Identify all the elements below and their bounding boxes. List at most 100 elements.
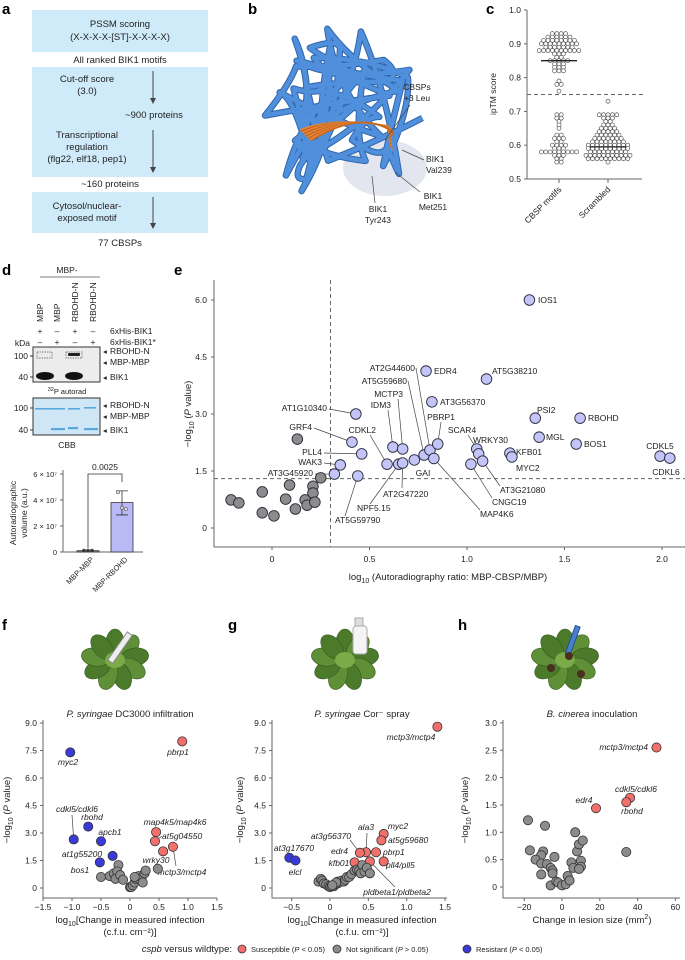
iptm-point [567,38,573,43]
x-tick-label: 1.5 [559,554,571,564]
significant-protein-point [428,452,440,465]
iptm-point [599,132,604,138]
point-label: PBRP1 [427,412,455,422]
iptm-point [612,125,617,131]
label-leader [387,409,394,448]
volcano-botrytis: 0 0.5 1.0 1.5 2.0 2.5 3.0 −20 0 20 40 60 B. cinerea … [460,709,680,926]
mutant-label: rbohd [621,806,643,816]
significant-protein-point [387,441,399,453]
iptm-point [545,38,551,43]
point-label: AT5G59680 [362,376,407,386]
point-label: AT1G10340 [282,403,327,413]
axis [213,280,685,548]
x-tick-label: 0.5 [364,554,376,564]
flow-box-localization [32,192,208,233]
plant-icon [531,624,599,690]
mutant-point-susceptible [432,721,443,732]
x-tick-label: 0 [270,554,275,564]
mutant-label: apcb1 [98,827,121,837]
mutant-label: myc2 [58,757,79,767]
iptm-point [561,68,566,74]
x-tick-label: 0 [128,902,133,912]
y-axis-label: −log10 (P value) [235,777,248,844]
mutant-point-ns [96,872,107,883]
iptm-point [596,112,602,118]
iptm-point [563,142,568,148]
mutant-label: at3g17670 [274,843,314,853]
cbsp-peptide-strand [310,121,395,142]
x-tick-label: 2.0 [656,554,668,564]
iptm-point [585,156,591,162]
iptm-point [610,136,615,141]
structure-label: Tyr243 [365,215,391,225]
panel-letter-a: a [2,1,11,18]
y-axis-label: −log10 (P value) [183,381,196,448]
mutant-label: pbrp1 [382,847,405,857]
band-label: RBOHD-N [110,400,150,410]
iptm-point [627,152,633,158]
replicate-point [124,507,128,512]
iptm-point [554,132,560,138]
label-leader [415,367,431,451]
point-label: PLL4 [302,447,322,457]
mutant-point-ns [536,869,547,880]
mutant-point-resistant [68,834,79,845]
lane-sign: – [38,337,43,347]
iptm-point [576,48,582,53]
spray-nozzle-icon [354,617,364,627]
band-pointer: ◂ [103,347,107,356]
y-tick-label: 6 × 10⁷ [33,470,57,479]
mutant-point-susceptible [371,847,382,858]
iptm-point [554,142,560,148]
iptm-score-plot: ipTM score 0.5 0.6 0.7 0.8 0.9 1.0 CBSP motifs… [488,5,645,225]
band-pointer: ◂ [103,412,107,421]
label-leader [470,463,493,499]
significant-protein-point [381,458,393,470]
point-label: AT5G38210 [492,366,537,376]
mutant-label: kfb01 [329,858,350,868]
iptm-point [552,44,557,50]
label-leader [323,452,362,455]
iptm-point [601,129,606,135]
iptm-point [558,54,564,60]
mutant-point-susceptible [621,797,632,808]
iptm-point [605,115,611,121]
y-tick-label: 2.5 [485,745,497,755]
replicate-point [90,548,94,553]
iptm-point [539,41,544,47]
flow-text: Cut-off score [60,74,114,85]
iptm-point [550,38,555,43]
iptm-point [605,159,611,165]
iptm-point [603,156,609,162]
x-axis-label: log10[Change in measured infection [287,915,436,928]
iptm-point [618,152,624,158]
lane-sign: – [73,337,78,347]
iptm-point [539,149,544,155]
iptm-point [618,136,624,141]
iptm-point [556,88,562,94]
mutant-point-ns [574,863,585,874]
panel-letter-d: d [2,262,11,279]
iptm-point [541,38,546,43]
x-axis-label: Change in lesion size (mm2) [532,914,651,926]
flow-result-text: 77 CBSPs [98,238,142,249]
structure-label: BIK1 [369,204,388,214]
significant-protein-point [350,408,362,420]
x-tick-label: 1.0 [461,554,473,564]
band-label: BIK1 [110,425,129,435]
x-tick-label: 1.0 [401,902,413,912]
label-leader [313,427,353,443]
y-tick-label: 0 [53,548,57,557]
iptm-point [596,129,602,135]
iptm-point [574,41,579,47]
label-leader [369,861,396,888]
nonsignificant-protein-point [256,486,269,498]
mutant-point-ns [129,872,140,883]
cbb-band [84,407,96,409]
y-tick-label: 1.5 [195,466,207,476]
volcano-pst-cor-spray: 0 1.5 3.0 4.5 6.0 7.5 9.0 −0.5 0 0.5 1.0 1.5 P. syri… [235,709,451,938]
point-label: AT2G47220 [383,489,428,499]
cbb-band [35,408,53,410]
